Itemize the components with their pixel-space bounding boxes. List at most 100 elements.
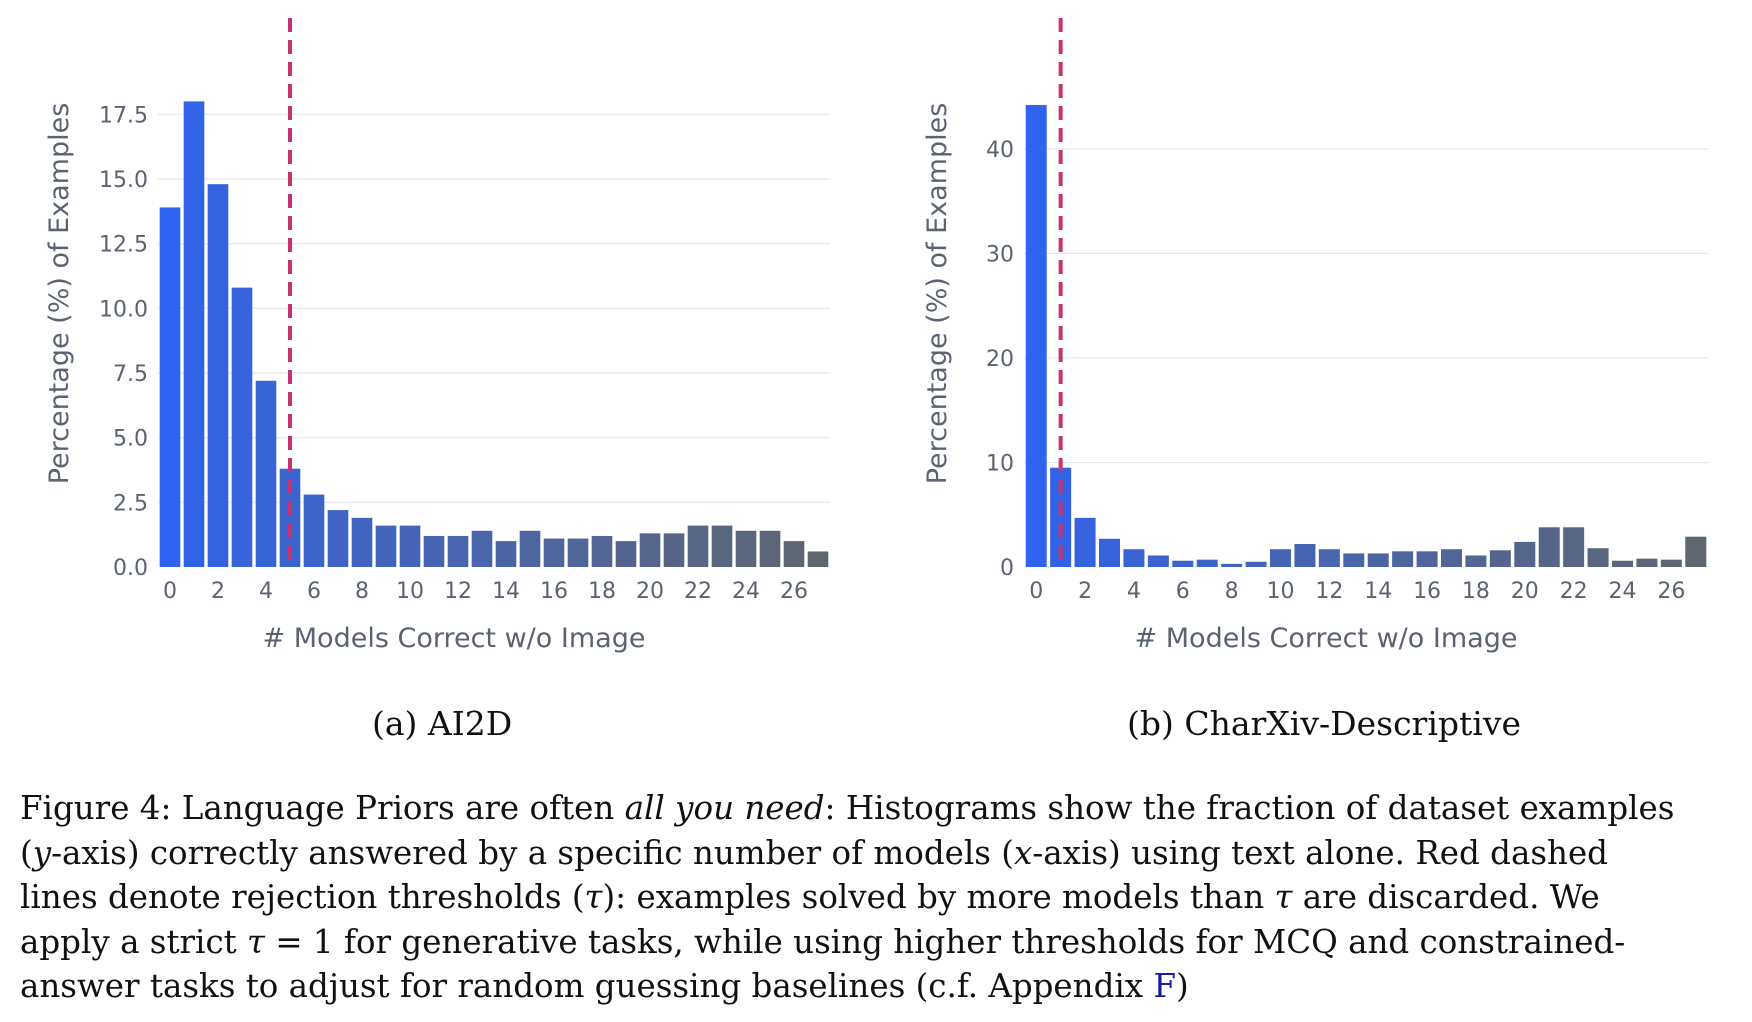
bar bbox=[807, 551, 829, 567]
y-axis-title: Percentage (%) of Examples bbox=[922, 103, 953, 485]
x-tick-label: 0 bbox=[1029, 579, 1043, 604]
bar bbox=[255, 380, 277, 567]
x-tick-label: 6 bbox=[307, 579, 321, 604]
y-tick-label: 7.5 bbox=[113, 362, 148, 387]
bar bbox=[1392, 551, 1414, 567]
bar bbox=[711, 525, 733, 567]
x-axis-title: # Models Correct w/o Image bbox=[1135, 623, 1518, 654]
bar bbox=[1294, 544, 1316, 567]
y-tick-label: 0.0 bbox=[113, 556, 148, 581]
caption-text: Figure 4: Language Priors are often bbox=[20, 789, 625, 827]
x-tick-label: 10 bbox=[396, 579, 424, 604]
caption-text: = 1 for generative tasks, while using hi… bbox=[265, 922, 1626, 961]
x-tick-label: 8 bbox=[1225, 579, 1239, 604]
caption-text: lines denote rejection thresholds ( bbox=[20, 878, 585, 916]
bar bbox=[1221, 563, 1243, 567]
bar bbox=[399, 525, 421, 567]
bar bbox=[1318, 549, 1340, 567]
bar bbox=[1440, 549, 1463, 567]
bar bbox=[183, 101, 205, 567]
caption-text: -axis) correctly answered by a specific … bbox=[51, 833, 1014, 872]
x-tick-label: 8 bbox=[355, 579, 369, 604]
bar bbox=[1245, 561, 1267, 567]
bar bbox=[1563, 527, 1585, 567]
bar bbox=[1123, 549, 1145, 567]
y-tick-label: 10 bbox=[986, 451, 1014, 476]
bar bbox=[591, 535, 613, 567]
y-tick-label: 17.5 bbox=[99, 103, 148, 128]
bar bbox=[1416, 551, 1438, 567]
appendix-link[interactable]: F bbox=[1153, 967, 1177, 1005]
bar bbox=[423, 535, 445, 567]
bar bbox=[1611, 560, 1634, 567]
x-tick-label: 26 bbox=[780, 579, 808, 604]
y-tick-label: 15.0 bbox=[99, 168, 148, 193]
y-tick-label: 20 bbox=[986, 347, 1014, 372]
y-tick-label: 40 bbox=[986, 138, 1014, 163]
bar bbox=[207, 184, 229, 567]
bar bbox=[231, 287, 253, 567]
x-tick-label: 22 bbox=[1560, 579, 1588, 604]
bar bbox=[1196, 559, 1218, 567]
bar bbox=[303, 494, 325, 567]
bar bbox=[1025, 104, 1047, 568]
caption-emphasis: all you need bbox=[624, 789, 825, 827]
x-tick-label: 10 bbox=[1267, 579, 1295, 604]
bar bbox=[1587, 548, 1609, 567]
x-tick-label: 18 bbox=[588, 579, 616, 604]
caption-line-4: apply a strict τ = 1 for generative task… bbox=[20, 920, 1745, 965]
x-tick-label: 2 bbox=[211, 579, 225, 604]
bar bbox=[783, 541, 805, 567]
bar bbox=[1538, 527, 1560, 567]
caption-line-3: lines denote rejection thresholds (τ): e… bbox=[20, 875, 1745, 920]
bar bbox=[1172, 560, 1194, 567]
y-tick-label: 0 bbox=[1000, 556, 1014, 581]
x-tick-label: 14 bbox=[1364, 579, 1392, 604]
x-tick-label: 20 bbox=[1511, 579, 1539, 604]
histogram-ai2d: 0.02.55.07.510.012.515.017.50 2 4 6 8 10 12 14 1… bbox=[44, 18, 830, 654]
bar bbox=[1514, 541, 1536, 567]
bar bbox=[351, 517, 373, 567]
bar bbox=[519, 530, 541, 567]
y-axis-title: Percentage (%) of Examples bbox=[44, 103, 75, 485]
bar bbox=[159, 207, 181, 567]
subcaption-charxiv-descriptive: (b) CharXiv-Descriptive bbox=[1127, 704, 1522, 743]
bar bbox=[1489, 550, 1511, 567]
x-tick-label: 16 bbox=[1413, 579, 1441, 604]
bar bbox=[1098, 538, 1121, 567]
caption-text: ( bbox=[20, 833, 33, 872]
bar bbox=[447, 535, 469, 567]
bar bbox=[1050, 467, 1072, 567]
x-tick-label: 0 bbox=[163, 579, 177, 604]
y-tick-label: 5.0 bbox=[113, 427, 148, 452]
subcaption-ai2d: (a) AI2D bbox=[372, 704, 513, 743]
bar bbox=[1465, 555, 1487, 567]
bar bbox=[1074, 517, 1096, 567]
bar bbox=[1367, 553, 1389, 567]
caption-line-2: (y-axis) correctly answered by a specifi… bbox=[20, 831, 1745, 876]
x-tick-label: 4 bbox=[259, 579, 273, 604]
caption-emphasis: y bbox=[32, 833, 52, 872]
caption-text: apply a strict bbox=[20, 922, 248, 961]
caption-text: : Histograms show the fraction of datase… bbox=[824, 789, 1675, 827]
y-tick-label: 30 bbox=[986, 242, 1014, 267]
y-tick-label: 12.5 bbox=[99, 233, 148, 258]
x-tick-label: 4 bbox=[1127, 579, 1141, 604]
caption-emphasis: τ bbox=[584, 878, 603, 916]
x-tick-label: 24 bbox=[732, 579, 760, 604]
bar bbox=[471, 530, 493, 567]
caption-text: ) bbox=[1176, 967, 1189, 1005]
bar bbox=[735, 530, 757, 567]
caption-text: ): examples solved by more models than bbox=[602, 878, 1275, 916]
y-tick-label: 2.5 bbox=[113, 491, 148, 516]
bar bbox=[279, 468, 301, 567]
x-axis-title: # Models Correct w/o Image bbox=[263, 623, 646, 654]
x-tick-label: 2 bbox=[1078, 579, 1092, 604]
caption-text: are discarded. We bbox=[1292, 878, 1600, 916]
x-tick-label: 26 bbox=[1657, 579, 1685, 604]
figure-caption: Figure 4: Language Priors are often all … bbox=[20, 786, 1745, 1009]
bar bbox=[327, 510, 349, 567]
caption-line-1: Figure 4: Language Priors are often all … bbox=[20, 786, 1745, 831]
